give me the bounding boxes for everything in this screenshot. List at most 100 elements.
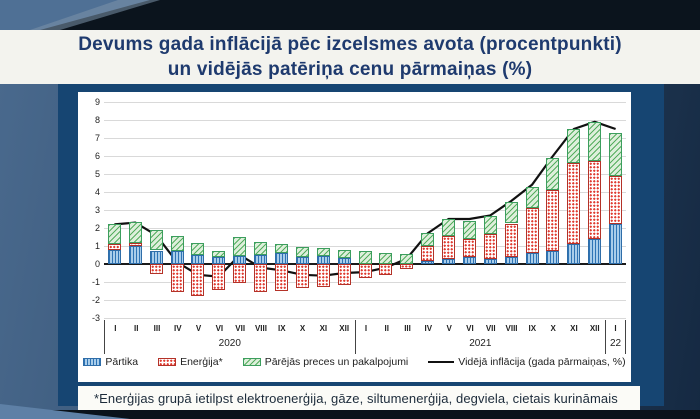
background-decoration (0, 410, 700, 419)
month-tick-label: IX (277, 324, 286, 333)
page-title-line1: Devums gada inflācijā pēc izcelsmes avot… (78, 34, 622, 55)
y-axis-tick-label: 1 (94, 241, 100, 251)
bar-segment-other (546, 157, 560, 191)
bar-segment-other (295, 246, 309, 257)
month-tick-label: IV (424, 324, 433, 333)
bar-segment-other (567, 129, 581, 164)
bar-segment-food (442, 258, 456, 264)
y-axis-tick-label: 8 (94, 115, 100, 125)
bar-segment-food (254, 255, 268, 264)
legend-label-other: Pārējās preces un pakalpojumi (264, 356, 409, 368)
bar-segment-food (170, 251, 184, 264)
bar-segment-energy (421, 246, 435, 262)
bar-segment-other (254, 242, 268, 255)
footnote-banner: *Enerģijas grupā ietilpst elektroenerģij… (78, 386, 640, 410)
y-axis: 9 8 7 6 5 4 3 2 1 0 -1 -2 -3 (78, 97, 100, 323)
bar-segment-energy (483, 234, 497, 259)
month-tick-label: V (195, 324, 202, 333)
bar-segment-energy (128, 243, 142, 246)
bar-segment-other (191, 243, 205, 255)
bar-segment-energy (295, 264, 309, 289)
bar-segment-food (546, 251, 560, 264)
bar-segment-food (274, 253, 288, 264)
bar-segment-energy (212, 264, 226, 291)
bar-segment-food (525, 253, 539, 264)
x-axis: I II III IV V VI VII VIII IX X XI XII 2020 I II III IV V V… (104, 320, 626, 354)
month-tick-label: I (114, 324, 117, 333)
bar-segment-energy (442, 236, 456, 259)
bar-segment-other (400, 254, 414, 264)
bar-segment-other (274, 244, 288, 254)
bar-segment-energy (233, 264, 247, 283)
bar-segment-other (504, 201, 518, 224)
legend-label-food: Pārtika (105, 356, 139, 368)
legend-item-line: Vidējā inflācija (gada pārmaiņas, %) (428, 356, 626, 368)
month-tick-label: VIII (254, 324, 267, 333)
year-group-2020: I II III IV V VI VII VIII IX X XI XII 2020 (104, 320, 355, 354)
bar-segment-other (337, 249, 351, 258)
y-axis-tick-label: 7 (94, 133, 100, 143)
year-group-2021: I II III IV V VI VII VIII IX X XI XII 2021 (354, 320, 606, 354)
bar-segment-other (233, 237, 247, 256)
line-swatch-icon (428, 361, 455, 363)
bar-segment-other (442, 219, 456, 237)
bar-segment-energy (149, 264, 163, 274)
month-tick-label: IX (528, 324, 537, 333)
bar-segment-other (483, 216, 497, 235)
month-tick-label: VI (466, 324, 474, 333)
bar-segment-other (107, 224, 121, 245)
month-tick-label: III (153, 324, 161, 333)
energy-swatch-icon (158, 358, 177, 366)
bar-segment-other (379, 253, 393, 264)
month-tick-label: I (614, 324, 617, 333)
month-tick-label: IV (174, 324, 182, 333)
bar-segment-other (128, 221, 142, 244)
bar-segment-food (149, 250, 163, 264)
legend-label-energy: Enerģija* (180, 356, 223, 368)
bar-segment-food (233, 255, 247, 264)
bar-segment-energy (170, 264, 184, 292)
bar-segment-energy (191, 264, 205, 296)
month-tick-label: XII (589, 324, 600, 333)
bar-segment-other (588, 121, 602, 162)
month-tick-label: VIII (505, 324, 518, 333)
bar-segment-other (609, 132, 623, 176)
bar-segment-energy (107, 244, 121, 250)
bar-segment-energy (316, 264, 330, 287)
year-label: 22 (609, 338, 622, 349)
title-banner: Devums gada inflācijā pēc izcelsmes avot… (0, 30, 700, 84)
bar-segment-food (295, 256, 309, 264)
y-axis-tick-label: 5 (94, 169, 100, 179)
bar-segment-energy (400, 264, 414, 269)
year-group-22: I 22 (605, 320, 626, 354)
legend-item-energy: Enerģija* (158, 356, 223, 368)
month-tick-label: XI (570, 324, 578, 333)
bar-segment-energy (254, 264, 268, 292)
month-tick-label: VII (235, 324, 246, 333)
month-tick-label: II (133, 324, 139, 333)
bar-segment-other (358, 250, 372, 264)
other-swatch-icon (242, 358, 261, 366)
bar-segment-food (128, 246, 142, 264)
bar-segment-energy (525, 208, 539, 254)
month-tick-label: XII (339, 324, 350, 333)
food-swatch-icon (83, 358, 102, 366)
bar-segment-energy (567, 163, 581, 245)
bar-segment-energy (337, 264, 351, 285)
bar-segment-other (525, 186, 539, 209)
chart-legend: Pārtika Enerģija* Pārējās preces un paka… (78, 356, 631, 368)
bar-segment-other (212, 250, 226, 257)
bar-segment-other (316, 247, 330, 256)
legend-item-food: Pārtika (83, 356, 138, 368)
bar-segment-food (421, 261, 435, 264)
bar-segment-food (567, 244, 581, 264)
bar-segment-energy (588, 161, 602, 239)
month-tick-label: VII (485, 324, 496, 333)
bar-segment-energy (609, 175, 623, 225)
y-axis-tick-label: 6 (94, 151, 100, 161)
month-tick-label: X (299, 324, 306, 333)
y-axis-tick-label: 4 (94, 187, 100, 197)
bar-segment-food (212, 256, 226, 264)
bar-segment-food (107, 249, 121, 264)
